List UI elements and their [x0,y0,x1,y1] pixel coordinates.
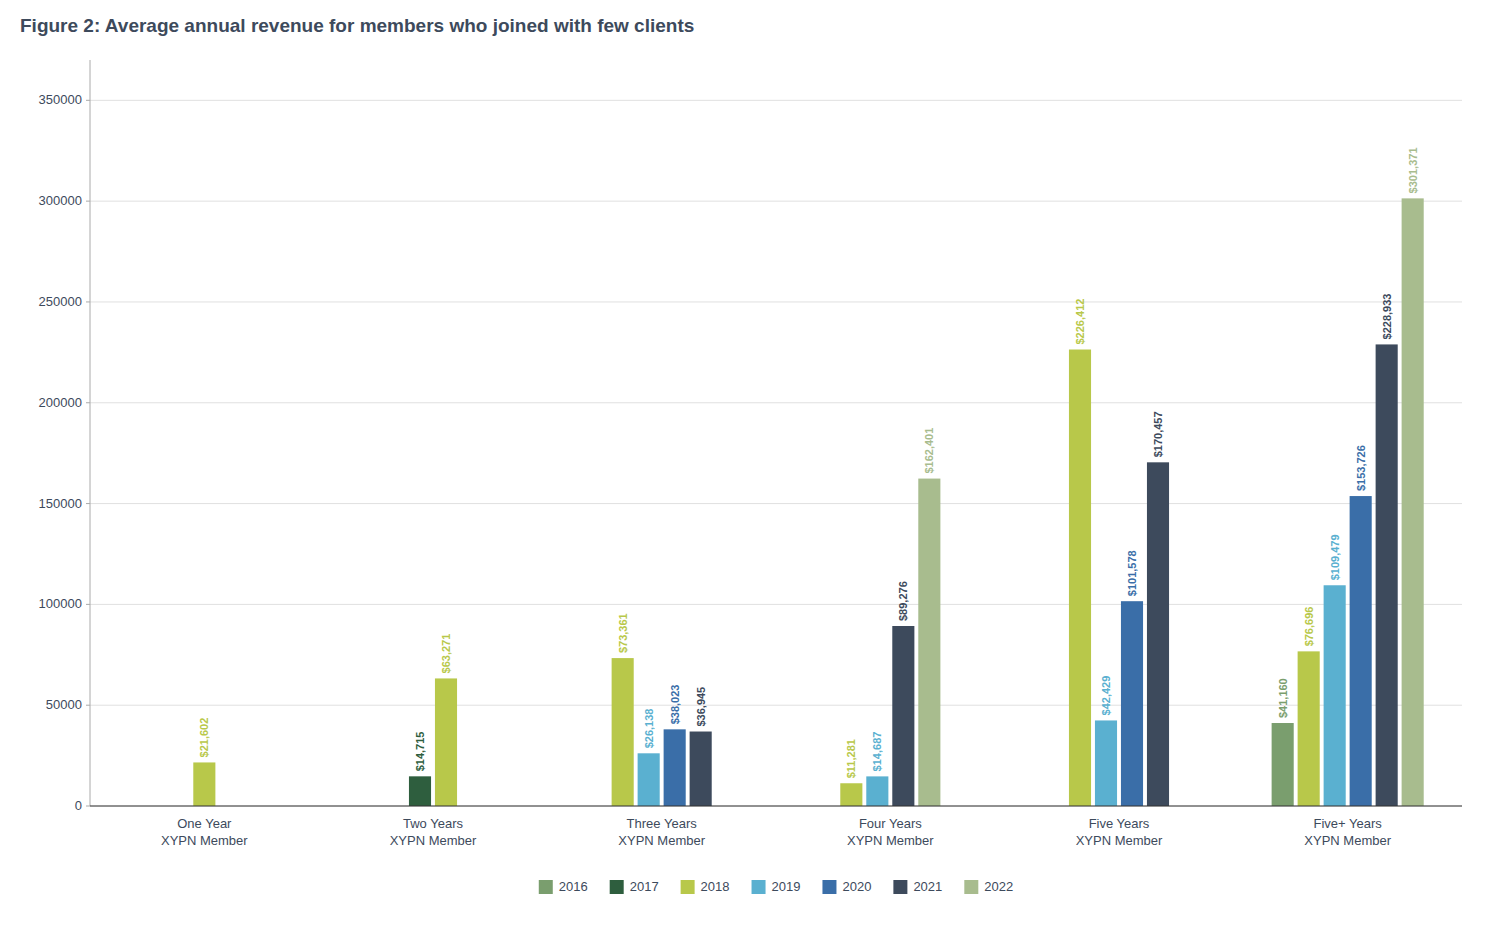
tick-mark [86,503,90,504]
grid-line [90,402,1462,403]
title: Figure 2: Average annual revenue for mem… [20,15,694,36]
bar [612,658,634,806]
grid-line [90,301,1462,302]
bar [1069,350,1091,806]
data-label: $41,160 [1277,678,1289,718]
legend-label: 2020 [842,879,871,894]
legend-swatch [752,880,766,894]
legend-label: 2019 [772,879,801,894]
bar [892,626,914,806]
bar [690,732,712,806]
data-label: $14,715 [414,732,426,772]
data-label: $228,933 [1381,294,1393,340]
bar [664,729,686,806]
tick-mark [86,301,90,302]
y-axis: 0 50000 100000 150000 200000 250000 300000 3500… [39,92,1462,813]
bar [1095,720,1117,806]
tick-mark [86,100,90,101]
legend-swatch [539,880,553,894]
data-labels: $21,602 $14,715 $63,271 $73,361 $26,138 $38,0… [198,147,1418,778]
data-label: $73,361 [617,613,629,653]
bar [409,776,431,806]
tick-label: 200000 [39,395,82,410]
legend-label: 2022 [984,879,1013,894]
grid-line [90,604,1462,605]
legend-swatch [681,880,695,894]
legend-label: 2016 [559,879,588,894]
chart: Figure 2: Average annual revenue for mem… [0,0,1492,946]
data-label: $170,457 [1152,411,1164,457]
tick-label: 100000 [39,596,82,611]
data-label: $11,281 [845,739,857,778]
data-label: $21,602 [198,718,210,758]
tick-mark [86,604,90,605]
bar [1298,651,1320,806]
legend-label: 2018 [701,879,730,894]
data-label: $63,271 [440,634,452,674]
legend-swatch [610,880,624,894]
legend-swatch [964,880,978,894]
bar [1350,496,1372,806]
grid-line [90,201,1462,202]
grid-line [90,503,1462,504]
y-axis-line [90,60,91,806]
bar [638,753,660,806]
legend-swatch [893,880,907,894]
legend: 2016 2017 2018 2019 2020 2021 2022 [539,879,1013,894]
bar [840,783,862,806]
legend-label: 2021 [913,879,942,894]
data-label: $89,276 [897,581,909,621]
tick-label: Three YearsXYPN Member [618,816,705,848]
bar [1147,462,1169,806]
tick-label: 150000 [39,496,82,511]
data-label: $301,371 [1407,147,1419,193]
bar [1376,344,1398,806]
bar [918,479,940,806]
tick-label: 50000 [46,697,82,712]
tick-label: Four YearsXYPN Member [847,816,934,848]
tick-label: 350000 [39,92,82,107]
data-label: $38,023 [669,685,681,725]
bar [1402,198,1424,806]
tick-label: One YearXYPN Member [161,816,248,848]
bar [1272,723,1294,806]
tick-mark [86,201,90,202]
data-label: $26,138 [643,709,655,749]
grid-line [90,806,1462,807]
data-label: $101,578 [1126,550,1138,596]
x-axis: One YearXYPN Member Two YearsXYPN Member T… [161,816,1392,848]
grid-line [90,705,1462,706]
bars [193,198,1423,806]
bar [866,776,888,806]
tick-label: 300000 [39,193,82,208]
tick-mark [86,402,90,403]
data-label: $36,945 [695,687,707,727]
tick-label: Five YearsXYPN Member [1076,816,1163,848]
grid-line [90,100,1462,101]
data-label: $153,726 [1355,445,1367,491]
tick-label: 250000 [39,294,82,309]
legend-label: 2017 [630,879,659,894]
tick-mark [86,705,90,706]
tick-label: 0 [75,798,82,813]
bar [193,762,215,806]
data-label: $162,401 [923,428,935,474]
tick-mark [86,806,90,807]
data-label: $42,429 [1100,676,1112,716]
x-axis-line [90,806,1462,807]
data-label: $226,412 [1074,299,1086,345]
data-label: $14,687 [871,732,883,772]
bar [1324,585,1346,806]
data-label: $109,479 [1329,534,1341,580]
bar [435,678,457,806]
legend-swatch [822,880,836,894]
data-label: $76,696 [1303,607,1315,647]
bar [1121,601,1143,806]
tick-label: Two YearsXYPN Member [390,816,477,848]
tick-label: Five+ YearsXYPN Member [1304,816,1391,848]
